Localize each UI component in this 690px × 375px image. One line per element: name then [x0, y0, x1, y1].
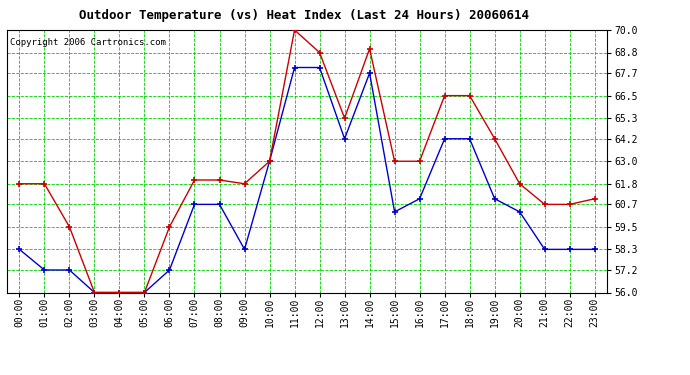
- Text: Outdoor Temperature (vs) Heat Index (Last 24 Hours) 20060614: Outdoor Temperature (vs) Heat Index (Las…: [79, 9, 529, 22]
- Text: Copyright 2006 Cartronics.com: Copyright 2006 Cartronics.com: [10, 38, 166, 47]
